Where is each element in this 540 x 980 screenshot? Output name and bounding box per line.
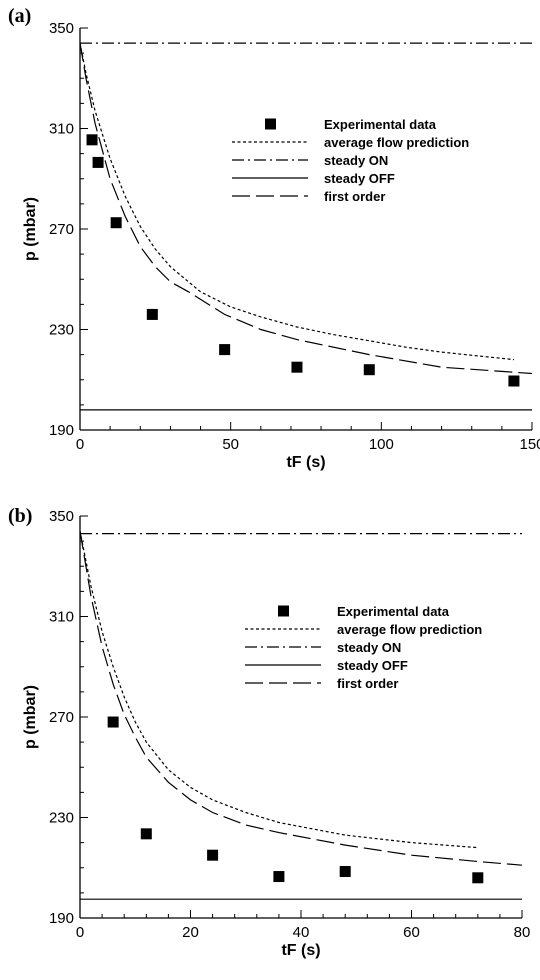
chart1-y-tick-label: 190 — [49, 422, 74, 439]
chart2-panel-label: (b) — [8, 505, 32, 527]
chart2-y-tick-label: 190 — [49, 910, 74, 927]
chart1-y-axis-title: p (mbar) — [22, 197, 39, 261]
chart1-legend-label: average flow prediction — [324, 135, 469, 150]
chart2-x-tick-label: 20 — [182, 924, 199, 941]
chart1-data-point — [363, 364, 375, 376]
chart1-legend-swatch-experimental-data — [265, 118, 276, 130]
chart2-y-tick-label: 350 — [49, 508, 74, 525]
chart2-legend-swatch-experimental-data — [278, 605, 289, 617]
chart1-legend-label: steady OFF — [324, 171, 395, 186]
chart1-data-point — [110, 217, 122, 229]
chart2-x-tick-label: 60 — [403, 924, 420, 941]
chart1-y-tick-label: 270 — [49, 221, 74, 238]
chart2-x-tick-label: 40 — [293, 924, 310, 941]
chart1-data-point — [291, 361, 303, 373]
chart1-panel-label: (a) — [8, 5, 31, 27]
chart2-series-first-order — [79, 531, 523, 866]
chart2-y-tick-label: 270 — [49, 709, 74, 726]
chart1-data-point — [92, 156, 104, 168]
chart2-legend-label: steady OFF — [337, 658, 408, 673]
chart2-data-point — [472, 872, 484, 884]
chart2-y-tick-label: 230 — [49, 810, 74, 827]
chart1-legend-label: first order — [324, 189, 385, 204]
chart2-legend: Experimental data average flow prediction… — [245, 604, 482, 691]
chart2-data-point — [107, 716, 119, 728]
chart1-x-tick-label: 100 — [369, 436, 394, 453]
chart2-x-axis-title: tF (s) — [281, 942, 320, 959]
chart2-y-axis-title: p (mbar) — [22, 685, 39, 749]
chart1-x-tick-label: 0 — [76, 436, 84, 453]
chart1-y-tick-label: 310 — [49, 121, 74, 138]
chart2-group: 190 230 270 310 350 0 20 40 60 80 tF (s) p (mbar) (b… — [8, 505, 530, 959]
chart2-x-tick-label: 80 — [514, 924, 531, 941]
chart2-data-point — [273, 871, 285, 883]
chart1-data-point — [146, 308, 158, 320]
chart1-legend-label: steady ON — [324, 153, 388, 168]
chart1-x-tick-label: 150 — [519, 436, 540, 453]
chart2-legend-label: steady ON — [337, 640, 401, 655]
chart2-data-point — [339, 866, 351, 878]
chart1-x-axis-title: tF (s) — [286, 454, 325, 471]
chart2-data-point — [140, 828, 152, 840]
chart2-legend-label: first order — [337, 676, 398, 691]
chart2-x-tick-label: 0 — [76, 924, 84, 941]
chart1-series-average-flow-prediction — [79, 42, 514, 361]
chart1-series-first-order — [79, 42, 533, 375]
chart1-group: 190 230 270 310 350 0 50 100 150 tF (s) p (mbar) (a… — [8, 5, 540, 471]
chart2-legend-label: average flow prediction — [337, 622, 482, 637]
chart1-data-point — [219, 344, 231, 356]
chart1-x-tick-label: 50 — [222, 436, 239, 453]
chart2-legend-label: Experimental data — [337, 604, 450, 619]
chart1-data-point — [86, 134, 98, 146]
chart2-y-tick-label: 310 — [49, 609, 74, 626]
chart2-data-point — [207, 849, 219, 861]
chart1-legend: Experimental data average flow prediction… — [232, 117, 469, 204]
chart1-data-point — [508, 375, 520, 387]
chart1-y-tick-label: 350 — [49, 20, 74, 37]
chart1-y-tick-label: 230 — [49, 322, 74, 339]
chart2-series-average-flow-prediction — [79, 530, 478, 849]
chart1-legend-label: Experimental data — [324, 117, 437, 132]
